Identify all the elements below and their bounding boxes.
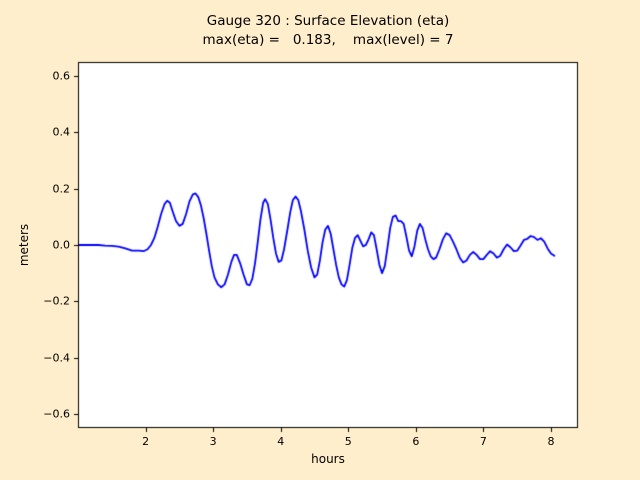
x-tick-label: 3 <box>209 435 217 448</box>
y-tick-label: −0.2 <box>43 294 70 308</box>
y-tick-label: 0.2 <box>52 182 71 196</box>
x-tick-label: 4 <box>277 435 285 448</box>
y-tick-label: 0.4 <box>52 125 71 139</box>
x-axis-label: hours <box>311 452 345 466</box>
x-tick-label: 8 <box>547 435 555 448</box>
x-tick-label: 5 <box>344 435 352 448</box>
y-tick-label: −0.6 <box>43 407 70 421</box>
y-axis-label: meters <box>17 223 31 267</box>
x-tick-label: 2 <box>142 435 150 448</box>
chart-title: Gauge 320 : Surface Elevation (eta) <box>206 13 450 29</box>
y-tick-label: −0.4 <box>43 351 70 365</box>
y-tick-label: 0.0 <box>52 238 71 252</box>
y-tick-label: 0.6 <box>52 69 71 83</box>
chart-subtitle: max(eta) = 0.183, max(level) = 7 <box>202 32 454 48</box>
x-tick-label: 6 <box>412 435 420 448</box>
x-tick-label: 7 <box>479 435 487 448</box>
